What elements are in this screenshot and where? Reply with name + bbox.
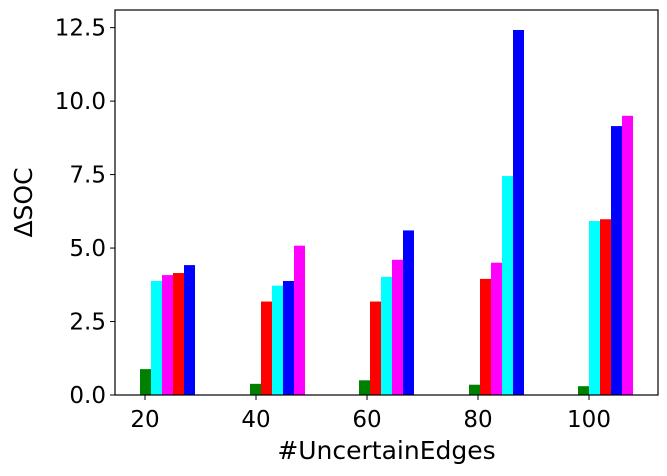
bar-40-5 bbox=[294, 245, 305, 395]
bar-80-5 bbox=[513, 29, 524, 395]
bar-40-3 bbox=[272, 285, 283, 395]
bar-80-4 bbox=[502, 176, 513, 395]
y-tick-label: 5.0 bbox=[69, 236, 106, 262]
bar-20-3 bbox=[162, 275, 173, 395]
y-axis-label: ΔSOC bbox=[9, 167, 38, 237]
y-tick-label: 0.0 bbox=[69, 383, 106, 409]
y-tick-label: 7.5 bbox=[69, 163, 106, 189]
bar-80-3 bbox=[491, 262, 502, 395]
bar-60-5 bbox=[403, 230, 414, 395]
bar-20-2 bbox=[151, 280, 162, 395]
bar-20-5 bbox=[184, 265, 195, 395]
bar-100-4 bbox=[611, 126, 622, 396]
x-tick-label: 80 bbox=[463, 407, 492, 433]
bar-60-1 bbox=[359, 380, 370, 395]
x-axis-ticks: 20 40 60 80 100 bbox=[130, 395, 611, 433]
bar-40-1 bbox=[250, 383, 261, 395]
x-tick-label: 40 bbox=[241, 407, 270, 433]
bar-60-4 bbox=[392, 259, 403, 395]
bars-group bbox=[140, 29, 633, 396]
bar-100-3 bbox=[600, 219, 611, 395]
plot-frame bbox=[114, 9, 659, 396]
y-tick-label: 12.5 bbox=[55, 16, 106, 42]
x-axis-label: #UncertainEdges bbox=[277, 436, 495, 465]
bar-80-1 bbox=[469, 384, 480, 395]
x-tick-label: 100 bbox=[567, 407, 611, 433]
bar-60-3 bbox=[381, 276, 392, 395]
bar-100-2 bbox=[589, 221, 600, 395]
x-tick-label: 20 bbox=[130, 407, 159, 433]
bar-80-2 bbox=[480, 278, 491, 395]
y-tick-label: 10.0 bbox=[55, 89, 106, 115]
x-tick-label: 60 bbox=[352, 407, 381, 433]
bar-100-1 bbox=[578, 386, 589, 395]
bar-40-4 bbox=[283, 280, 294, 395]
bar-100-5 bbox=[622, 115, 633, 396]
bar-40-2 bbox=[261, 301, 272, 395]
y-axis-ticks: 0.0 2.5 5.0 7.5 10.0 12.5 bbox=[55, 16, 115, 409]
bar-20-4 bbox=[173, 273, 184, 395]
y-tick-label: 2.5 bbox=[69, 310, 106, 336]
bar-20-1 bbox=[140, 369, 151, 395]
bar-60-2 bbox=[370, 301, 381, 395]
